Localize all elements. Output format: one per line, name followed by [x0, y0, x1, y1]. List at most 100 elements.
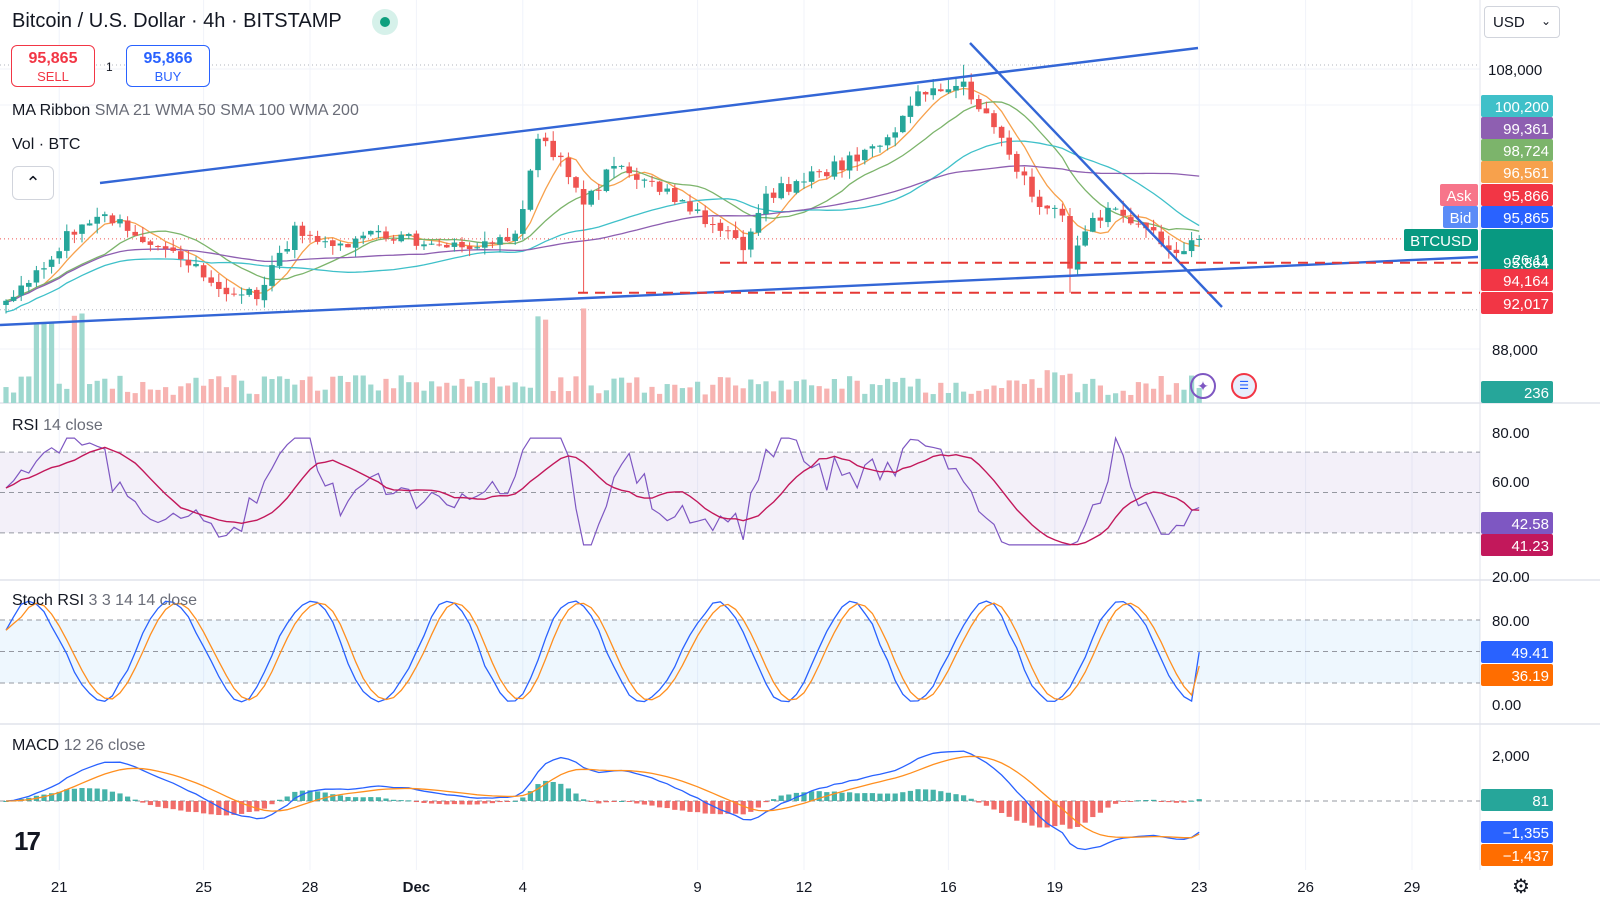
volume-bar: [64, 388, 70, 403]
rsi-legend[interactable]: RSI 14 close: [12, 417, 103, 435]
macd-histogram-bar: [786, 794, 792, 801]
candle-body: [421, 244, 427, 247]
candle-body: [1036, 196, 1043, 208]
candle-body: [786, 184, 792, 192]
volume-bar: [33, 323, 39, 403]
candle-body: [884, 137, 891, 146]
currency-select[interactable]: USD ⌄: [1484, 6, 1560, 38]
volume-bar: [1029, 379, 1035, 403]
sell-label: SELL: [37, 69, 69, 84]
macd-histogram-bar: [132, 799, 138, 801]
macd-histogram-bar: [201, 801, 207, 814]
candle-body: [459, 241, 465, 248]
macd-name: MACD: [12, 737, 60, 754]
candle-body: [307, 234, 313, 236]
bid-label-bg: [1443, 206, 1478, 228]
macd-histogram-bar: [360, 797, 366, 801]
volume-legend[interactable]: Vol · BTC: [12, 136, 80, 154]
macd-histogram-bar: [816, 791, 822, 801]
candle-body: [938, 89, 944, 92]
gear-icon[interactable]: ⚙: [1512, 876, 1530, 898]
candle-body: [345, 244, 351, 248]
us-flag-event-icon[interactable]: ☰: [1231, 373, 1257, 399]
volume-bars: [3, 308, 1202, 403]
candle-body: [778, 183, 784, 199]
candle-body: [314, 235, 321, 242]
volume-bar: [125, 391, 131, 403]
volume-bar: [596, 393, 602, 403]
sell-button[interactable]: 95,865 SELL: [11, 45, 95, 87]
rsi-tick-label: 80.00: [1492, 425, 1530, 442]
macd-legend[interactable]: MACD 12 26 close: [12, 737, 145, 755]
macd-histogram-bar: [1143, 800, 1149, 802]
candle-body: [816, 171, 822, 173]
candle-body: [124, 220, 131, 231]
volume-bar: [953, 382, 959, 403]
candle-body: [1143, 222, 1149, 229]
volume-bar: [474, 381, 480, 403]
tradingview-logo[interactable]: 17: [14, 826, 41, 856]
candle-body: [178, 251, 184, 260]
candle-body: [1029, 176, 1035, 197]
candle-body: [48, 259, 55, 267]
candle-body: [223, 287, 230, 295]
candle-body: [33, 270, 40, 283]
volume-bar: [558, 377, 564, 403]
macd-histogram-bar: [398, 800, 404, 802]
macd-signal-line: [5, 755, 1200, 839]
volume-bar: [968, 393, 974, 403]
volume-bar: [102, 378, 108, 403]
volume-bar: [254, 394, 260, 403]
macd-histogram-bar: [702, 801, 708, 814]
macd-histogram-bar: [79, 788, 85, 801]
volume-bar: [79, 313, 85, 403]
macd-histogram-bar: [3, 801, 9, 802]
volume-bar: [626, 382, 632, 403]
volume-bar: [550, 390, 556, 403]
candle-body: [945, 89, 952, 93]
candle-body: [998, 126, 1005, 138]
candle-body: [504, 236, 511, 242]
macd-histogram-bar: [565, 788, 571, 801]
bid-value-badge-bg: [1481, 206, 1553, 228]
macd-histogram-bar: [1166, 801, 1172, 803]
volume-bar: [277, 376, 283, 403]
volume-bar: [740, 388, 746, 403]
stoch-rsi-legend[interactable]: Stoch RSI 3 3 14 14 close: [12, 592, 197, 610]
candle-body: [330, 240, 336, 246]
candle-body: [337, 243, 344, 246]
macd-histogram-bar: [1090, 801, 1096, 818]
candle-body: [292, 225, 298, 251]
buy-button[interactable]: 95,866 BUY: [126, 45, 210, 87]
star-event-icon[interactable]: ✦: [1190, 373, 1216, 399]
macd-histogram-bar: [94, 788, 100, 801]
macd-histogram-bar: [550, 781, 556, 801]
macd-tick-label: 2,000: [1492, 748, 1530, 765]
volume-bar: [543, 319, 549, 403]
macd-histogram-bar: [117, 793, 123, 801]
volume-bar: [809, 385, 815, 403]
volume-bar: [1082, 383, 1088, 403]
macd-histogram-bar: [923, 789, 929, 801]
candle-body: [641, 179, 648, 181]
candle-body: [299, 225, 306, 236]
macd-histogram-bar: [489, 801, 495, 804]
stoch-k-line: [5, 600, 1200, 703]
macd-histogram-bar: [771, 799, 777, 801]
macd-histogram-bar: [307, 790, 313, 801]
volume-bar: [11, 392, 17, 403]
live-dot-icon: [372, 9, 398, 35]
ma-ribbon-legend[interactable]: MA Ribbon SMA 21 WMA 50 SMA 100 WMA 200: [12, 102, 359, 120]
symbol-label: BTCUSD: [1410, 233, 1472, 250]
volume-bar: [18, 376, 24, 403]
candle-body: [824, 172, 830, 177]
macd-histogram-bar: [596, 801, 602, 804]
collapse-legend-button[interactable]: ⌃: [12, 166, 54, 200]
macd-histogram-bar: [1059, 801, 1065, 825]
ma50-value-badge-bg: [1481, 139, 1553, 161]
volume-bar: [1014, 380, 1020, 403]
macd-histogram-bar: [588, 801, 594, 802]
volume-bar: [1166, 394, 1172, 403]
rsi-ma-value-badge: 41.23: [1511, 538, 1549, 555]
